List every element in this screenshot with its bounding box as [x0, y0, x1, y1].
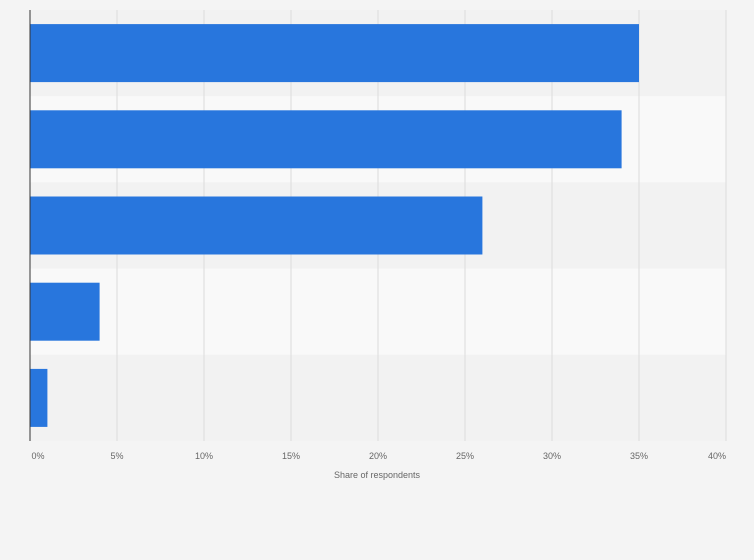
bar[interactable]: [30, 196, 483, 255]
x-tick-label: 35%: [630, 451, 648, 461]
bar[interactable]: [30, 282, 100, 341]
x-tick-label: 5%: [110, 451, 123, 461]
x-axis-label: Share of respondents: [334, 470, 421, 480]
x-tick-labels: 0% 5% 10% 15% 20% 25% 30% 35% 40%: [31, 451, 726, 461]
bar[interactable]: [30, 24, 639, 83]
x-tick-label: 30%: [543, 451, 561, 461]
bar[interactable]: [30, 368, 48, 427]
bar[interactable]: [30, 110, 622, 169]
x-tick-label: 40%: [708, 451, 726, 461]
x-tick-label: 10%: [195, 451, 213, 461]
x-tick-label: 15%: [282, 451, 300, 461]
bars: [30, 24, 639, 427]
x-tick-label: 20%: [369, 451, 387, 461]
x-tick-label: 25%: [456, 451, 474, 461]
x-tick-label: 0%: [31, 451, 44, 461]
